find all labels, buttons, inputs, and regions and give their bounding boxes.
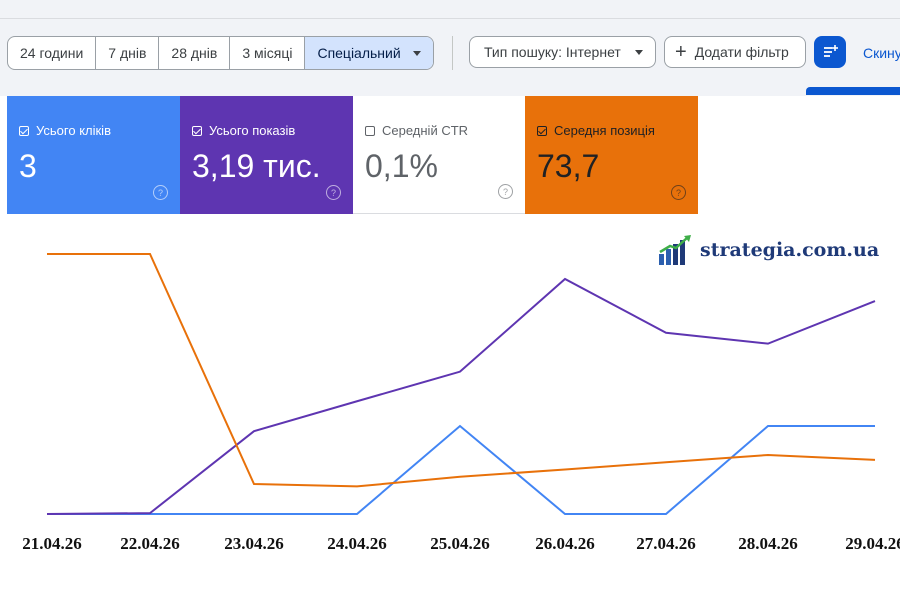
filter-active-indicator	[806, 87, 900, 95]
search-type-dropdown[interactable]: Тип пошуку: Інтернет	[469, 36, 656, 68]
range-28d-button[interactable]: 28 днів	[159, 37, 231, 69]
metric-value: 3,19 тис.	[192, 148, 321, 184]
checkbox-checked-icon[interactable]	[192, 125, 202, 136]
range-label: 3 місяці	[242, 45, 293, 61]
x-tick-label: 23.04.26	[224, 534, 284, 553]
metric-card-position[interactable]: Середня позиція 73,7 ?	[525, 96, 698, 214]
line-chart: 21.04.26 22.04.26 23.04.26 24.04.26 25.04.26…	[22, 253, 900, 553]
metric-label: Середній CTR	[382, 123, 469, 138]
checkbox-unchecked-icon[interactable]	[365, 125, 375, 136]
series-line-1	[46, 277, 876, 515]
range-7d-button[interactable]: 7 днів	[96, 37, 160, 69]
performance-chart: 21.04.26 22.04.26 23.04.26 24.04.26 25.04.26…	[0, 214, 900, 600]
watermark-logo: strategia.com.ua	[658, 234, 879, 266]
toolbar-divider	[0, 18, 900, 19]
checkbox-checked-icon[interactable]	[19, 125, 29, 136]
add-filter-label: Додати фільтр	[694, 44, 789, 60]
help-icon[interactable]: ?	[498, 184, 513, 199]
toolbar-separator	[452, 36, 453, 70]
metric-card-impressions[interactable]: Усього показів 3,19 тис. ?	[180, 96, 353, 214]
metric-label: Середня позиція	[554, 123, 655, 138]
range-label: 24 години	[20, 45, 84, 61]
help-icon[interactable]: ?	[153, 185, 168, 200]
metric-card-clicks[interactable]: Усього кліків 3 ?	[7, 96, 180, 214]
x-tick-label: 21.04.26	[22, 534, 82, 553]
x-tick-label: 28.04.26	[738, 534, 798, 553]
watermark-text: strategia.com.ua	[700, 239, 880, 261]
x-tick-label: 24.04.26	[327, 534, 387, 553]
filter-list-icon	[824, 45, 838, 57]
chevron-down-icon	[412, 50, 421, 56]
range-label: 7 днів	[108, 45, 147, 61]
chevron-down-icon	[634, 49, 643, 55]
range-label: Спеціальний	[317, 45, 401, 61]
metric-value: 3	[19, 148, 37, 184]
range-3m-button[interactable]: 3 місяці	[230, 37, 306, 69]
date-range-selector: 24 години 7 днів 28 днів 3 місяці Спеціа…	[7, 36, 434, 70]
metric-value: 73,7	[537, 148, 600, 184]
search-type-label: Тип пошуку: Інтернет	[484, 44, 621, 60]
checkbox-checked-icon[interactable]	[537, 125, 547, 136]
metric-value: 0,1%	[365, 148, 438, 184]
metric-card-ctr[interactable]: Середній CTR 0,1% ?	[353, 96, 525, 214]
plus-icon: +	[675, 41, 687, 63]
range-label: 28 днів	[171, 45, 218, 61]
series-line-2	[47, 253, 876, 488]
x-tick-label: 22.04.26	[120, 534, 180, 553]
filter-settings-button[interactable]	[814, 36, 846, 68]
metric-label: Усього кліків	[36, 123, 111, 138]
series-line-0	[47, 424, 875, 515]
x-tick-label: 25.04.26	[430, 534, 490, 553]
x-tick-label: 27.04.26	[636, 534, 696, 553]
x-tick-label: 29.04.26	[845, 534, 900, 553]
metric-label: Усього показів	[209, 123, 296, 138]
reset-filters-link[interactable]: Скину	[863, 45, 900, 61]
range-custom-button[interactable]: Спеціальний	[305, 37, 433, 69]
help-icon[interactable]: ?	[671, 185, 686, 200]
range-24h-button[interactable]: 24 години	[8, 37, 97, 69]
add-filter-button[interactable]: + Додати фільтр	[664, 36, 806, 68]
growth-chart-icon	[659, 235, 691, 265]
x-tick-label: 26.04.26	[535, 534, 595, 553]
help-icon[interactable]: ?	[326, 185, 341, 200]
